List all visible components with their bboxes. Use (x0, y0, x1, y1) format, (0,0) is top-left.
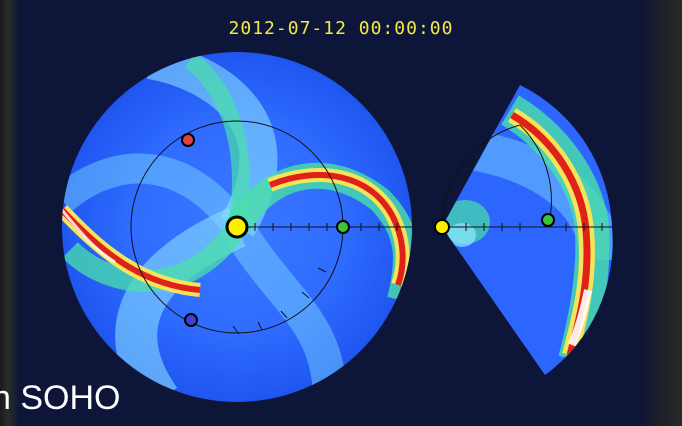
stereo-a-marker (182, 134, 194, 146)
meridional-plane-view (435, 85, 613, 375)
sun-marker (227, 217, 247, 237)
ecliptic-plane-view (62, 52, 412, 402)
earth-marker-meridional (542, 214, 554, 226)
sun-marker-meridional (435, 220, 449, 234)
earth-marker (337, 221, 349, 233)
caption-text: n SOHO (0, 378, 120, 418)
stereo-b-marker (185, 314, 197, 326)
simulation-timestamp: 2012-07-12 00:00:00 (0, 18, 682, 39)
